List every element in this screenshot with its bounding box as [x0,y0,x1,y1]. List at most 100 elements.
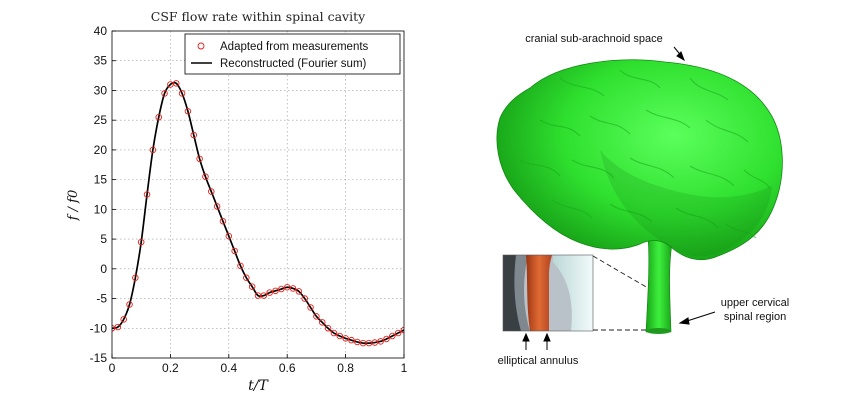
data-point-measurement [126,301,133,308]
data-point-measurement [307,304,314,311]
data-point-measurement [213,203,221,210]
data-point-measurement [342,335,349,342]
x-tick-label: 0 [109,361,116,375]
label-elliptical-annulus: elliptical annulus [498,355,579,367]
y-tick-label: -5 [96,292,107,306]
inset-light-wall [553,255,593,331]
data-point-measurement [260,292,268,299]
data-point-measurement [120,316,127,323]
arrows-annulus [522,332,551,350]
data-point-measurement [272,287,279,295]
data-point-measurement [289,285,297,292]
legend-label-measurements: Adapted from measurements [220,41,369,53]
data-point-measurement [313,313,320,320]
legend-label-reconstructed: Reconstructed (Fourier sum) [220,58,367,70]
data-point-measurement [237,262,244,270]
series-line-reconstructed [112,81,404,345]
data-point-measurement [278,285,285,293]
y-tick-label: 30 [94,83,108,97]
data-point-measurement [172,80,180,87]
data-point-measurement [137,238,145,246]
data-point-measurement [155,113,162,121]
data-point-measurement [231,247,238,255]
y-tick-label: -10 [90,321,108,335]
x-axis-label: t/T [248,378,269,394]
inset-grey-band [514,255,530,331]
spinal-stem [645,237,673,333]
series-layer [112,80,404,347]
cranial-subarachnoid-volume [496,59,783,261]
annulus-inset [502,254,594,332]
arrow-cranial [673,46,685,62]
data-point-measurement [301,295,308,302]
y-tick-label: 5 [100,232,107,246]
data-point-measurement [190,131,198,139]
data-point-measurement [178,90,186,97]
y-tick-label: 15 [94,173,108,187]
data-point-measurement [167,81,174,88]
plot-frame [111,30,405,359]
grid-lines [111,30,405,359]
flow-rate-chart: CSF flow rate within spinal cavity 0 0.2 0… [66,9,408,394]
stem-bottom-opening [646,328,671,334]
data-point-measurement [383,335,390,343]
x-tick-label: 0.4 [220,361,237,375]
data-point-measurement [377,338,384,345]
y-tick-label: 10 [94,202,108,216]
y-tick-label: 40 [94,24,108,38]
data-point-measurement [348,336,355,344]
data-point-measurement [330,329,338,337]
data-point-measurement [371,339,379,346]
data-point-measurement [324,325,332,332]
data-point-measurement [202,173,209,180]
x-tick-labels: 0 0.2 0.4 0.6 0.8 1 [109,361,408,375]
x-tick-label: 1 [401,361,408,375]
inset-connector-top [592,255,649,289]
data-point-measurement [149,146,157,154]
x-tick-label: 0.2 [162,361,179,375]
arrow-cervical [678,311,716,325]
legend-marker-measurements [197,42,205,50]
data-point-measurement [225,232,233,240]
data-point-measurement [400,326,404,334]
y-tick-label: -15 [90,351,108,365]
inset-orange-core [526,255,552,331]
y-tick-label: 35 [94,54,108,68]
data-point-measurement [208,188,215,195]
x-tick-label: 0.6 [279,361,296,375]
data-point-measurement [243,274,250,281]
y-tick-labels: -15 -10 -5 0 5 10 15 20 25 30 35 40 [90,24,108,365]
data-point-measurement [161,90,168,97]
data-point-measurement [318,319,326,326]
label-upper-cervical: upper cervical [721,297,789,309]
y-axis-label: f / f0 [66,190,81,222]
y-tick-label: 25 [94,113,108,127]
brain-texture [519,69,771,239]
anatomy-illustration: cranial sub-arachnoid space upper cervic… [496,33,789,367]
data-point-measurement [248,283,256,290]
label-spinal-region: spinal region [724,311,786,323]
data-point-measurement [184,108,192,115]
y-tick-label: 20 [94,143,108,157]
plot-area [112,31,404,358]
data-point-measurement [336,332,344,340]
data-point-measurement [196,155,203,163]
data-point-measurement [132,274,139,281]
data-point-measurement [143,191,151,198]
legend: Adapted from measurements Reconstructed … [184,33,401,75]
data-point-measurement [394,329,402,337]
chart-title: CSF flow rate within spinal cavity [151,9,366,24]
data-point-measurement [354,338,361,346]
data-point-measurement [219,218,227,225]
label-cranial-subarachnoid: cranial sub-arachnoid space [525,33,663,45]
inset-frame [502,254,594,332]
data-point-measurement [266,289,273,296]
data-point-measurement [295,288,303,295]
data-point-measurement [112,325,116,332]
legend-box [184,33,401,75]
brain-shading [600,150,772,257]
data-point-measurement [283,283,291,291]
x-tick-label: 0.8 [337,361,354,375]
data-point-measurement [389,332,396,340]
